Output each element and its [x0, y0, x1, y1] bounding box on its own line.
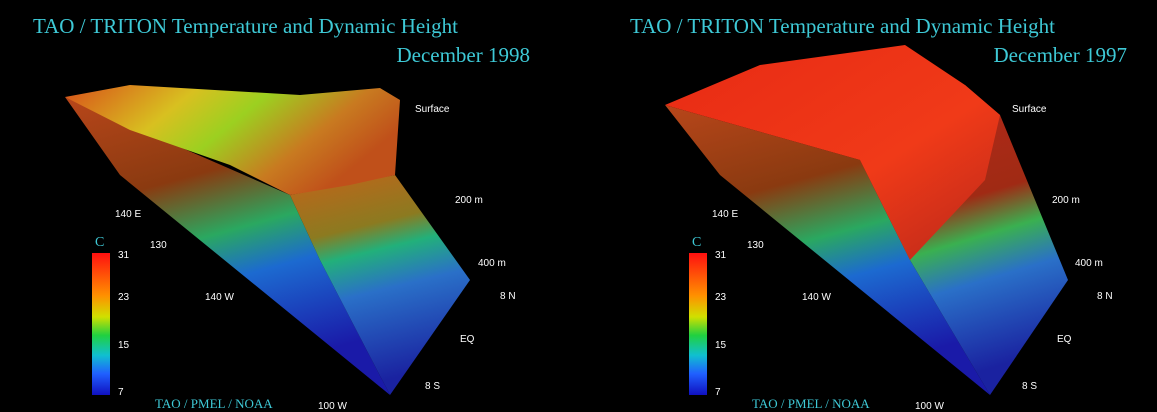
credit: TAO / PMEL / NOAA [155, 396, 273, 411]
lat-label: EQ [1057, 334, 1072, 345]
lon-label: 140 W [802, 292, 831, 303]
colorbar-unit: C [95, 235, 104, 250]
colorbar [92, 253, 110, 395]
lon-label: 140 E [115, 209, 141, 220]
lon-label: 130 [150, 240, 167, 251]
lat-label: EQ [460, 334, 475, 345]
colorbar-tick-label: 7 [715, 387, 721, 398]
lon-label: 140 W [205, 292, 234, 303]
colorbar-tick-label: 7 [118, 387, 124, 398]
colorbar-tick-label: 15 [118, 340, 130, 351]
panel-title: TAO / TRITON Temperature and Dynamic Hei… [630, 14, 1055, 38]
colorbar-tick-label: 23 [118, 292, 130, 303]
colorbar-tick-label: 15 [715, 340, 727, 351]
lat-label: 8 N [500, 291, 516, 302]
depth-label: 200 m [455, 195, 483, 206]
depth-label: Surface [415, 104, 450, 115]
panel-date: December 1998 [396, 43, 530, 67]
lat-label: 8 N [1097, 291, 1113, 302]
depth-label: Surface [1012, 104, 1047, 115]
colorbar-tick-label: 23 [715, 292, 727, 303]
colorbar-tick-label: 31 [715, 250, 727, 261]
colorbar-unit: C [692, 235, 701, 250]
top-surface [65, 85, 400, 195]
colorbar-tick-label: 31 [118, 250, 130, 261]
lon-label: 130 [747, 240, 764, 251]
depth-label: 400 m [1075, 258, 1103, 269]
lon-label: 140 E [712, 209, 738, 220]
colorbar [689, 253, 707, 395]
panel-title: TAO / TRITON Temperature and Dynamic Hei… [33, 14, 458, 38]
lon-label: 100 W [915, 401, 944, 412]
front-face [65, 97, 390, 395]
depth-label: 400 m [478, 258, 506, 269]
top-surface [665, 45, 1000, 260]
front-face [665, 105, 990, 395]
lat-label: 8 S [425, 381, 440, 392]
depth-label: 200 m [1052, 195, 1080, 206]
lon-label: 100 W [318, 401, 347, 412]
panel-date: December 1997 [993, 43, 1127, 67]
side-face [290, 175, 470, 395]
credit: TAO / PMEL / NOAA [752, 396, 870, 411]
lat-label: 8 S [1022, 381, 1037, 392]
